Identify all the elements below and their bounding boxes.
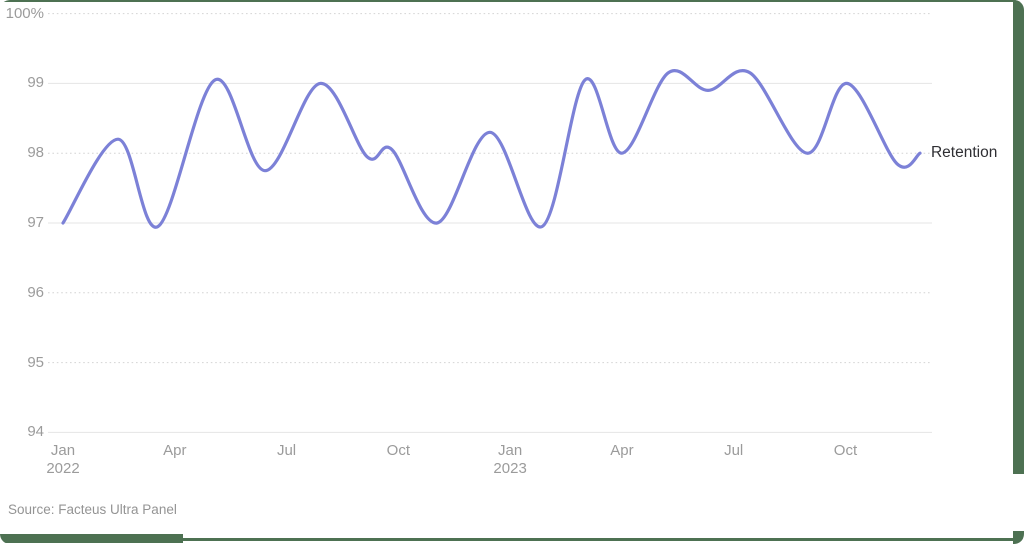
y-axis-label: 99: [27, 74, 44, 92]
y-axis-label: 98: [27, 144, 44, 162]
x-axis-label: Oct: [386, 442, 410, 459]
y-axis-label: 100%: [5, 4, 44, 22]
x-axis-label: Apr: [610, 442, 634, 459]
x-axis-label: Apr: [163, 442, 187, 459]
y-axis-label: 97: [27, 214, 44, 231]
y-axis-label: 96: [27, 283, 44, 301]
x-axis-label: Jan 2022: [46, 442, 80, 477]
y-axis-label: 95: [27, 353, 44, 371]
x-axis-label: Jul: [724, 442, 744, 459]
frame-bottom-left-bar: [0, 534, 183, 543]
frame-right-border: [1013, 0, 1024, 474]
frame-top-border: [0, 0, 1024, 2]
x-axis-label: Jul: [276, 442, 297, 459]
x-axis-label: Oct: [833, 442, 858, 459]
frame-bottom-right-corner: [1013, 531, 1024, 544]
frame-bottom-border: [183, 538, 1024, 541]
y-axis-label: 94: [27, 423, 44, 441]
series-label-retention: Retention: [930, 144, 998, 162]
retention-line: [61, 69, 922, 229]
x-axis-label: Jan 2023: [493, 442, 527, 477]
source-note: Source: Facteus Ultra Panel: [8, 502, 177, 517]
